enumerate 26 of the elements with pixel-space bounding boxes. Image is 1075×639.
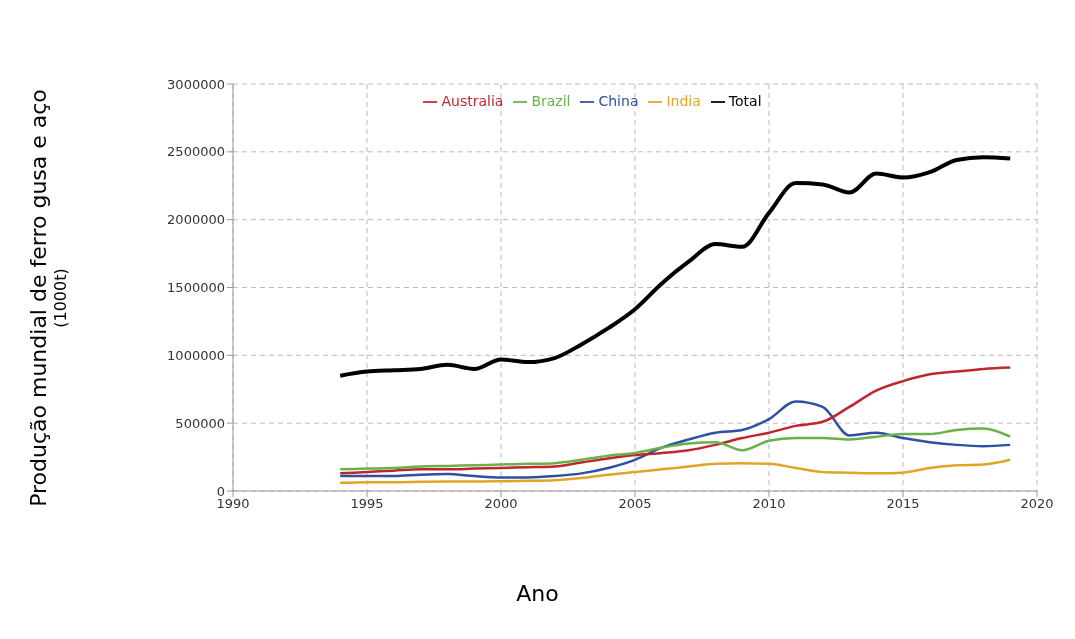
legend-label: China [598, 93, 639, 109]
x-tick-label: 2010 [752, 496, 786, 512]
y-tick-label: 1500000 [167, 280, 225, 296]
x-tick-label: 1995 [350, 496, 384, 512]
y-tick-label: 2500000 [167, 144, 225, 160]
x-tick-label: 2015 [886, 496, 920, 512]
x-tick-label: 1990 [216, 496, 250, 512]
y-axis-title: Produção mundial de ferro gusa e aço (1000t) [26, 89, 70, 507]
line-series [338, 427, 1012, 471]
y-tick-label: 2000000 [167, 212, 225, 228]
line-series [338, 366, 1012, 475]
line-series [338, 458, 1012, 485]
x-tick-label: 2005 [618, 496, 652, 512]
y-tick-label: 1000000 [167, 347, 225, 363]
y-tick-label: 0 [216, 483, 225, 499]
line-series [338, 155, 1013, 378]
legend-label: India [666, 93, 701, 109]
legend-label: Australia [441, 93, 504, 109]
x-tick-label: 2000 [484, 496, 518, 512]
legend-label: Total [728, 93, 762, 109]
y-tick-label: 3000000 [167, 76, 225, 92]
x-tick-label: 2020 [1020, 496, 1054, 512]
legend-label: Brazil [531, 93, 571, 109]
line-series [338, 400, 1012, 479]
y-tick-label: 500000 [175, 415, 225, 431]
x-axis-title: Ano [515, 581, 560, 606]
